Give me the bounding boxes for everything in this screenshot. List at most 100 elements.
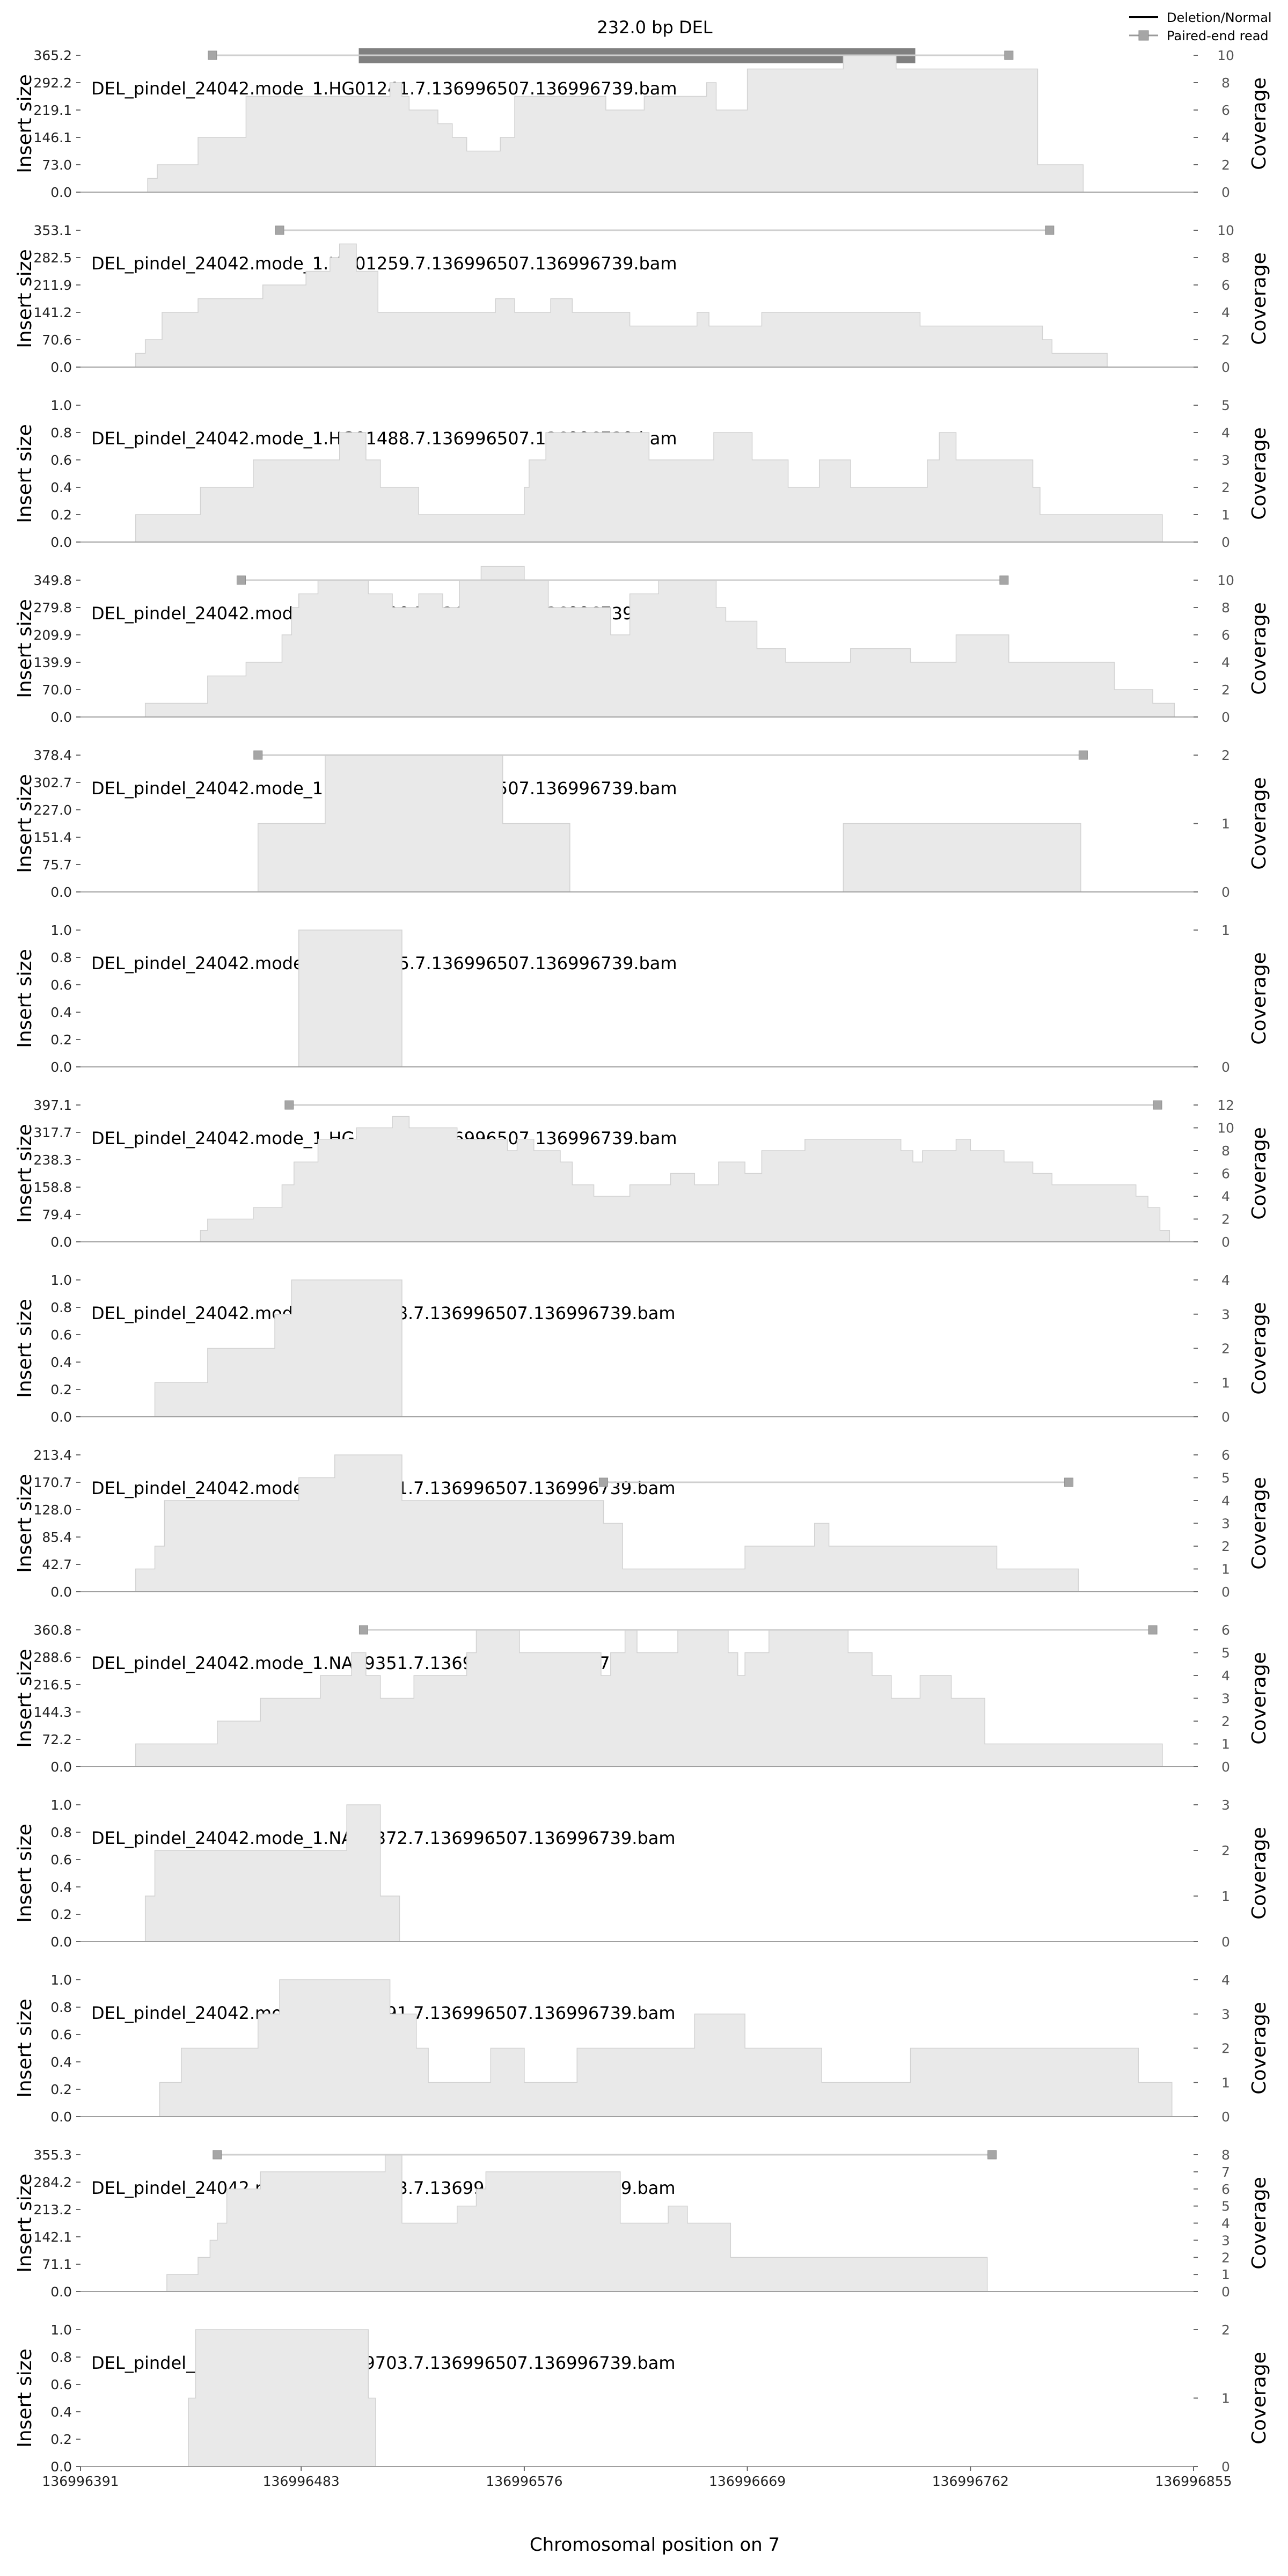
right-axis-label: Coverage: [1248, 2002, 1270, 2094]
left-tick-label: 216.5: [33, 1677, 72, 1693]
left-tick-label: 0.0: [50, 1409, 72, 1425]
panels-group: DEL_pindel_24042.mode_1.HG01241.7.136996…: [14, 48, 1270, 2475]
left-tick-label: 158.8: [33, 1180, 72, 1195]
right-tick-label: 2: [1221, 1539, 1230, 1554]
left-tick-label: 0.8: [50, 2350, 72, 2365]
right-tick-label: 10: [1217, 223, 1234, 238]
right-tick-label: 1: [1221, 2075, 1230, 2090]
left-tick-label: 0.0: [50, 2109, 72, 2125]
right-tick-label: 1: [1221, 2391, 1230, 2406]
left-tick-label: 0.0: [50, 2284, 72, 2300]
right-tick-label: 3: [1221, 2007, 1230, 2022]
legend-read-marker: [1138, 30, 1149, 41]
right-tick-label: 2: [1221, 682, 1230, 698]
right-tick-label: 6: [1221, 1166, 1230, 1182]
right-axis-label: Coverage: [1248, 77, 1270, 170]
x-tick-label: 136996576: [486, 2473, 562, 2489]
left-axis-label: Insert size: [14, 1474, 36, 1573]
left-tick-label: 128.0: [33, 1502, 72, 1518]
left-tick-label: 75.7: [42, 857, 72, 873]
left-tick-label: 1.0: [50, 923, 72, 938]
left-tick-label: 0.4: [50, 480, 72, 495]
paired-read-marker: [1148, 1625, 1158, 1635]
x-axis: 136996391 136996483 136996576 136996669 1369…: [42, 2467, 1232, 2489]
left-tick-label: 0.6: [50, 2027, 72, 2043]
paired-read-marker: [1078, 750, 1088, 760]
left-tick-label: 0.6: [50, 977, 72, 993]
left-tick-label: 1.0: [50, 1972, 72, 1988]
panel: DEL_pindel_24042.mode_1.NA19443.7.136996…: [14, 2147, 1270, 2300]
right-tick-label: 0: [1221, 2459, 1230, 2475]
left-tick-label: 378.4: [33, 748, 72, 763]
panel-title: DEL_pindel_24042.mode_1.NA19703.7.136996…: [91, 2353, 676, 2373]
left-axis-label: Insert size: [14, 599, 36, 698]
left-tick-label: 227.0: [33, 802, 72, 818]
left-tick-label: 0.8: [50, 950, 72, 965]
panel: DEL_pindel_24042.mode_1.HG01259.7.136996…: [14, 223, 1270, 375]
left-tick-label: 211.9: [33, 277, 72, 293]
right-tick-label: 2: [1221, 480, 1230, 495]
left-tick-label: 219.1: [33, 103, 72, 118]
right-axis-label: Coverage: [1248, 602, 1270, 694]
right-tick-label: 2: [1221, 1714, 1230, 1729]
x-tick-label: 136996391: [42, 2473, 119, 2489]
coverage-area: [135, 243, 1108, 368]
x-tick-label: 136996762: [932, 2473, 1009, 2489]
panel: DEL_pindel_24042.mode_1.NA19372.7.136996…: [14, 1797, 1270, 1950]
right-tick-label: 2: [1221, 2250, 1230, 2265]
right-tick-label: 4: [1221, 130, 1230, 145]
left-tick-label: 0.0: [50, 535, 72, 550]
left-tick-label: 0.6: [50, 1327, 72, 1343]
panel: DEL_pindel_24042.mode_1.HG01241.7.136996…: [14, 48, 1270, 200]
right-tick-label: 3: [1221, 1691, 1230, 1707]
left-tick-label: 282.5: [33, 250, 72, 266]
right-tick-label: 6: [1221, 627, 1230, 643]
left-tick-label: 0.4: [50, 1005, 72, 1020]
left-tick-label: 0.6: [50, 1852, 72, 1868]
left-tick-label: 1.0: [50, 2322, 72, 2338]
left-tick-label: 70.0: [42, 682, 72, 698]
left-tick-label: 85.4: [42, 1529, 72, 1545]
paired-read-marker: [987, 2150, 997, 2160]
legend-read-label: Paired-end read: [1167, 28, 1269, 43]
right-tick-label: 4: [1221, 1668, 1230, 1684]
left-tick-label: 0.4: [50, 2404, 72, 2420]
left-tick-label: 0.4: [50, 2054, 72, 2070]
left-tick-label: 0.0: [50, 1059, 72, 1075]
right-tick-label: 5: [1221, 1470, 1230, 1486]
panel: DEL_pindel_24042.mode_1.HG01890.7.136996…: [14, 566, 1270, 725]
right-axis-label: Coverage: [1248, 1827, 1270, 1919]
paired-read-marker: [1153, 1100, 1162, 1110]
left-tick-label: 355.3: [33, 2147, 72, 2163]
right-tick-label: 0: [1221, 1759, 1230, 1775]
left-tick-label: 365.2: [33, 48, 72, 63]
right-tick-label: 6: [1221, 1447, 1230, 1463]
right-tick-label: 3: [1221, 1307, 1230, 1322]
coverage-area: [200, 1116, 1170, 1242]
left-tick-label: 0.2: [50, 2432, 72, 2447]
left-tick-label: 73.0: [42, 157, 72, 173]
panel-title: DEL_pindel_24042.mode_1.NA19372.7.136996…: [91, 1828, 676, 1848]
right-tick-label: 2: [1221, 1212, 1230, 1227]
right-axis-label: Coverage: [1248, 1302, 1270, 1394]
left-tick-label: 79.4: [42, 1207, 72, 1223]
left-tick-label: 0.8: [50, 2000, 72, 2015]
right-axis-label: Coverage: [1248, 2352, 1270, 2444]
right-tick-label: 4: [1221, 655, 1230, 670]
left-tick-label: 0.0: [50, 1934, 72, 1950]
left-tick-label: 288.6: [33, 1650, 72, 1665]
panel-title: DEL_pindel_24042.mode_1.HG01241.7.136996…: [91, 78, 677, 99]
left-tick-label: 360.8: [33, 1622, 72, 1638]
left-axis-label: Insert size: [14, 1824, 36, 1923]
left-tick-label: 141.2: [33, 305, 72, 320]
right-tick-label: 10: [1217, 573, 1234, 588]
right-tick-label: 0: [1221, 1934, 1230, 1950]
x-tick-label: 136996669: [709, 2473, 786, 2489]
left-tick-label: 397.1: [33, 1097, 72, 1113]
right-tick-label: 4: [1221, 1972, 1230, 1988]
left-tick-label: 142.1: [33, 2229, 72, 2245]
right-tick-label: 1: [1221, 2267, 1230, 2282]
right-tick-label: 6: [1221, 103, 1230, 118]
panel-title: DEL_pindel_24042.mode_1.HG01259.7.136996…: [91, 253, 677, 274]
